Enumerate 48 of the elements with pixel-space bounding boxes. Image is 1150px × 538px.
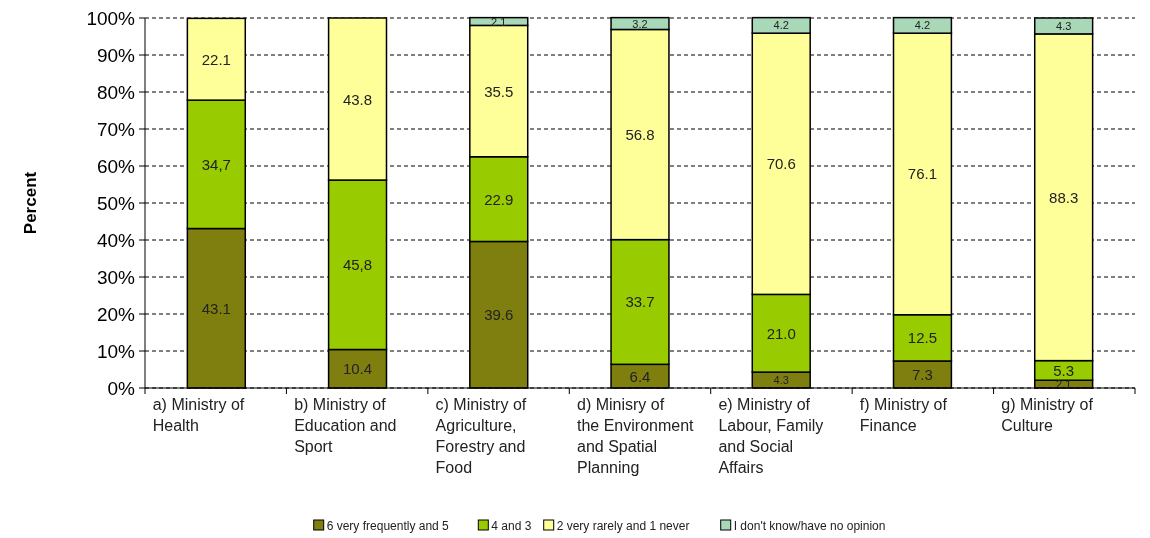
- x-tick-label: b) Ministry of Education and Sport: [294, 396, 397, 455]
- x-tick-label: c) Ministry of Agriculture, Forestry and Food: [435, 396, 527, 476]
- x-tick-label: e) Ministry of Labour, Family and Social Affairs: [718, 396, 824, 476]
- data-label: 4.2: [773, 19, 789, 32]
- y-tick-label: 60%: [96, 155, 136, 177]
- data-label: 5.3: [1053, 361, 1075, 379]
- data-label: 12.5: [907, 329, 938, 347]
- y-tick-label: 10%: [96, 340, 136, 362]
- y-tick-label: 40%: [96, 229, 136, 251]
- data-label: 22.9: [484, 190, 514, 208]
- data-label: 39.6: [484, 306, 514, 324]
- y-tick-label: 20%: [96, 303, 136, 325]
- data-label: 4.3: [773, 374, 789, 387]
- data-label: 88.3: [1049, 188, 1079, 206]
- data-label: 76.1: [907, 165, 938, 183]
- data-label: 7.3: [912, 365, 933, 383]
- y-tick-label: 30%: [96, 266, 136, 288]
- data-label: 21.0: [766, 324, 796, 342]
- y-tick-label: 0%: [107, 377, 136, 399]
- data-label: 22.1: [201, 50, 231, 68]
- legend-label: 2 very rarely and 1 never: [556, 519, 690, 533]
- y-tick-label: 90%: [96, 44, 136, 66]
- data-label: 56.8: [625, 126, 655, 144]
- y-tick-label: 100%: [86, 7, 136, 29]
- legend-label: 4 and 3: [491, 519, 532, 533]
- data-label: 6.4: [629, 367, 651, 385]
- y-tick-label: 80%: [96, 81, 136, 103]
- legend-label: 6 very frequently and 5: [326, 519, 450, 533]
- data-label: 43.1: [201, 299, 231, 317]
- data-label: 70.6: [766, 155, 796, 173]
- data-label: 2.1: [491, 15, 507, 28]
- data-label: 3.2: [632, 17, 648, 30]
- data-label: 33.7: [625, 293, 655, 311]
- y-axis-title: Percent: [21, 171, 40, 235]
- data-label: 10.4: [342, 360, 373, 378]
- x-tick-label: g) Ministry of Culture: [1001, 396, 1094, 434]
- x-tick-label: d) Minisry of the Environment and Spatial Planning: [577, 396, 695, 476]
- data-label: 35.5: [484, 82, 514, 100]
- data-label: 4.3: [1056, 19, 1072, 32]
- y-tick-label: 50%: [96, 192, 136, 214]
- x-tick-label: a) Ministry of Health: [152, 396, 245, 434]
- y-tick-label: 70%: [96, 118, 136, 140]
- legend-label: I don't know/have no opinion: [733, 519, 886, 533]
- data-label: 45,8: [342, 256, 373, 274]
- data-label: 34,7: [201, 155, 231, 173]
- data-label: 43.8: [342, 90, 373, 108]
- data-label: 4.2: [914, 19, 931, 32]
- x-tick-label: f) Ministry of Finance: [859, 396, 948, 434]
